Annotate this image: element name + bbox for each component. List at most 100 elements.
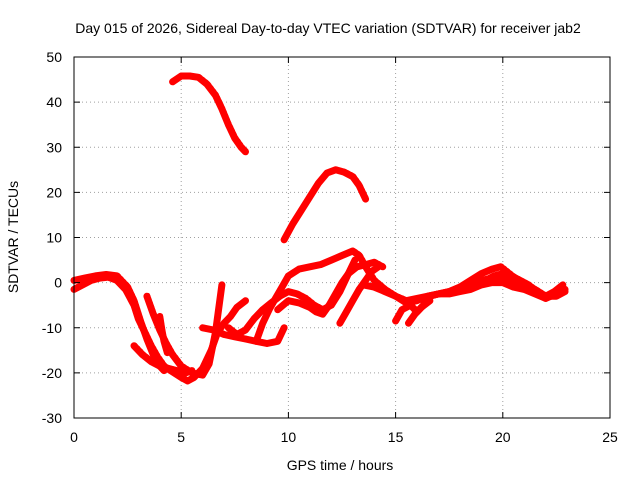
y-tick-labels: -30 -20 -10 0 10 20 30 40 50 bbox=[42, 49, 62, 426]
data-point bbox=[272, 295, 279, 302]
data-point bbox=[113, 277, 121, 284]
data-point bbox=[199, 371, 206, 379]
data-point bbox=[360, 281, 367, 289]
data-point bbox=[375, 263, 382, 270]
data-point bbox=[184, 377, 191, 385]
data-point bbox=[298, 207, 305, 214]
data-point bbox=[338, 252, 346, 259]
data-point bbox=[227, 313, 234, 320]
data-point bbox=[356, 286, 363, 293]
data-point bbox=[160, 338, 168, 345]
x-tick-label: 5 bbox=[177, 429, 185, 445]
data-point bbox=[446, 290, 453, 298]
data-point bbox=[169, 351, 176, 358]
data-point bbox=[467, 286, 474, 293]
data-point bbox=[351, 256, 359, 264]
x-tick-label: 20 bbox=[495, 429, 511, 445]
data-point bbox=[392, 317, 399, 325]
y-tick-label: 20 bbox=[46, 184, 62, 200]
y-tick-label: 40 bbox=[46, 94, 62, 110]
data-point bbox=[349, 173, 356, 180]
data-point bbox=[306, 193, 313, 201]
y-axis-label: SDTVAR / TECUs bbox=[5, 181, 21, 293]
data-point bbox=[356, 182, 363, 189]
x-tick-label: 25 bbox=[602, 429, 618, 445]
data-point bbox=[407, 302, 414, 309]
data-point bbox=[371, 277, 378, 284]
data-point bbox=[497, 263, 504, 270]
data-point bbox=[225, 121, 232, 128]
data-point bbox=[210, 326, 217, 334]
data-point bbox=[148, 358, 155, 365]
data-point bbox=[340, 168, 348, 176]
data-point bbox=[238, 144, 245, 151]
data-point bbox=[362, 261, 369, 268]
data-point bbox=[135, 315, 142, 322]
data-point bbox=[371, 283, 378, 291]
data-point bbox=[542, 293, 549, 300]
data-point bbox=[521, 286, 528, 293]
data-point bbox=[353, 263, 361, 270]
data-point bbox=[285, 272, 292, 280]
data-point bbox=[218, 281, 226, 289]
data-point bbox=[508, 272, 515, 280]
data-point bbox=[411, 311, 419, 318]
data-point bbox=[199, 324, 206, 331]
data-point bbox=[158, 326, 166, 334]
data-point bbox=[212, 92, 219, 99]
y-tick-label: -30 bbox=[42, 410, 62, 426]
series-track-5 bbox=[156, 313, 171, 357]
data-point bbox=[295, 265, 303, 273]
data-point bbox=[250, 315, 258, 322]
data-point bbox=[551, 288, 558, 295]
data-point bbox=[336, 320, 344, 327]
data-point bbox=[533, 288, 541, 295]
data-point bbox=[510, 283, 517, 291]
data-point bbox=[356, 252, 363, 259]
data-point bbox=[332, 166, 339, 173]
data-point bbox=[418, 304, 425, 311]
x-tick-label: 10 bbox=[281, 429, 297, 445]
data-point bbox=[381, 288, 389, 295]
data-point bbox=[164, 349, 171, 356]
data-point bbox=[516, 277, 524, 284]
data-point bbox=[242, 297, 249, 304]
data-point bbox=[231, 135, 238, 142]
data-point bbox=[435, 290, 442, 298]
data-point bbox=[343, 308, 350, 316]
data-point bbox=[274, 306, 281, 313]
data-point bbox=[169, 78, 176, 86]
data-point bbox=[130, 302, 138, 309]
data-point bbox=[280, 236, 288, 243]
data-point bbox=[150, 311, 157, 318]
data-point bbox=[499, 270, 506, 277]
data-point bbox=[220, 331, 228, 338]
data-point bbox=[122, 286, 129, 293]
data-point bbox=[259, 320, 266, 327]
x-tick-label: 0 bbox=[70, 429, 78, 445]
data-point bbox=[349, 297, 356, 304]
data-point bbox=[349, 247, 356, 255]
data-point bbox=[293, 290, 301, 298]
data-point bbox=[130, 342, 138, 349]
y-tick-label: 0 bbox=[54, 275, 62, 291]
data-point bbox=[325, 302, 333, 309]
series-track-5-markers bbox=[159, 313, 171, 353]
data-point bbox=[233, 331, 241, 338]
data-point bbox=[467, 277, 474, 284]
data-point bbox=[203, 80, 211, 88]
y-tick-label: 30 bbox=[46, 139, 62, 155]
data-point bbox=[186, 72, 193, 80]
data-point bbox=[295, 299, 303, 307]
data-point bbox=[156, 313, 163, 320]
data-point bbox=[188, 369, 196, 377]
data-point bbox=[242, 326, 249, 334]
data-point bbox=[195, 74, 202, 81]
y-tick-label: 50 bbox=[46, 49, 62, 65]
x-axis-label: GPS time / hours bbox=[287, 457, 394, 473]
data-point bbox=[79, 281, 86, 289]
data-point bbox=[405, 320, 412, 327]
x-tick-label: 15 bbox=[388, 429, 404, 445]
data-point bbox=[398, 306, 406, 313]
